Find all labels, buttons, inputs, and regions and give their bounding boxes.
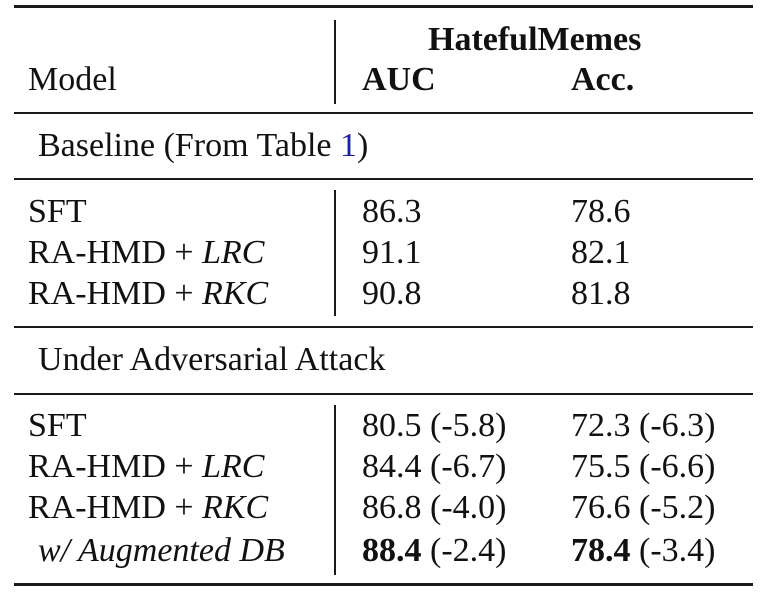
- row-model: RA-HMD +: [28, 275, 203, 312]
- auc-delta: (-2.4): [421, 532, 507, 569]
- row-acc: 82.1: [571, 234, 631, 271]
- table-row: w/ Augmented DB: [38, 531, 285, 571]
- row-acc: 72.3 (-6.3): [571, 406, 715, 446]
- row-model-suffix: LRC: [202, 448, 265, 485]
- row-model-suffix: RKC: [202, 275, 269, 312]
- header-divider: [334, 20, 336, 104]
- row-auc: 86.8 (-4.0): [362, 488, 506, 528]
- auc-value-best: 88.4: [362, 532, 422, 569]
- auc-value: 86.8: [362, 489, 422, 526]
- baseline-divider: [334, 190, 336, 316]
- header-rule: [14, 112, 753, 114]
- adversarial-divider: [334, 405, 336, 575]
- row-model: RA-HMD +: [28, 489, 203, 526]
- row-model: w/ Augmented DB: [38, 532, 285, 569]
- acc-value: 75.5: [571, 448, 631, 485]
- table-row: RA-HMD + RKC: [28, 488, 268, 528]
- acc-delta: (-5.2): [630, 489, 716, 526]
- acc-delta: (-3.4): [630, 532, 716, 569]
- acc-delta: (-6.6): [630, 448, 716, 485]
- row-acc: 76.6 (-5.2): [571, 488, 715, 528]
- acc-value-best: 78.4: [571, 532, 631, 569]
- row-model: RA-HMD +: [28, 448, 203, 485]
- row-auc: 88.4 (-2.4): [362, 531, 506, 571]
- table-row: SFT: [28, 192, 87, 232]
- row-auc: 80.5 (-5.8): [362, 406, 506, 446]
- row-auc: 91.1: [362, 234, 422, 271]
- section-rule-end-baseline: [14, 326, 753, 328]
- header-dataset: HatefulMemes: [428, 21, 642, 58]
- acc-value: 72.3: [571, 407, 631, 444]
- table-row: SFT: [28, 406, 87, 446]
- row-auc: 84.4 (-6.7): [362, 447, 506, 487]
- row-model: SFT: [28, 407, 87, 444]
- auc-delta: (-5.8): [421, 407, 507, 444]
- header-auc: AUC: [362, 61, 436, 98]
- section-title-adversarial: Under Adversarial Attack: [38, 341, 386, 378]
- section-title-suffix: ): [356, 127, 369, 164]
- header-acc: Acc.: [571, 61, 635, 98]
- row-auc: 90.8: [362, 275, 422, 312]
- header-model: Model: [28, 61, 117, 98]
- row-model-suffix: RKC: [202, 489, 269, 526]
- row-model: SFT: [28, 193, 87, 230]
- row-acc: 81.8: [571, 275, 631, 312]
- row-acc: 78.4 (-3.4): [571, 531, 715, 571]
- table-row: RA-HMD + RKC: [28, 274, 268, 314]
- auc-value: 84.4: [362, 448, 422, 485]
- section-title-baseline: Baseline (From Table 1): [38, 126, 368, 166]
- row-acc: 75.5 (-6.6): [571, 447, 715, 487]
- auc-delta: (-4.0): [421, 489, 507, 526]
- section-title-text: Baseline (From Table: [38, 127, 340, 164]
- auc-value: 80.5: [362, 407, 422, 444]
- top-rule: [14, 5, 753, 8]
- table-row: RA-HMD + LRC: [28, 447, 264, 487]
- table-reference-link[interactable]: 1: [339, 127, 357, 164]
- row-model: RA-HMD +: [28, 234, 203, 271]
- row-model-suffix: LRC: [202, 234, 265, 271]
- row-acc: 78.6: [571, 193, 631, 230]
- acc-value: 76.6: [571, 489, 631, 526]
- section-rule-adversarial: [14, 393, 753, 395]
- section-rule-baseline: [14, 178, 753, 180]
- table-row: RA-HMD + LRC: [28, 233, 264, 273]
- acc-delta: (-6.3): [630, 407, 716, 444]
- bottom-rule: [14, 583, 753, 586]
- auc-delta: (-6.7): [421, 448, 507, 485]
- row-auc: 86.3: [362, 193, 422, 230]
